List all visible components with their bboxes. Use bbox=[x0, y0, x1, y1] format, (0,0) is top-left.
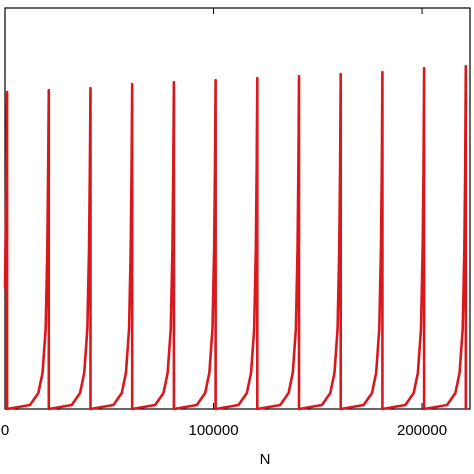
x-tick-label: 100000 bbox=[188, 422, 238, 439]
x-axis-label: N bbox=[260, 451, 271, 468]
data-line bbox=[3, 64, 468, 411]
x-tick-label: 200000 bbox=[397, 422, 447, 439]
plot-frame bbox=[4, 7, 471, 410]
x-tick-label: 0 bbox=[1, 422, 9, 439]
